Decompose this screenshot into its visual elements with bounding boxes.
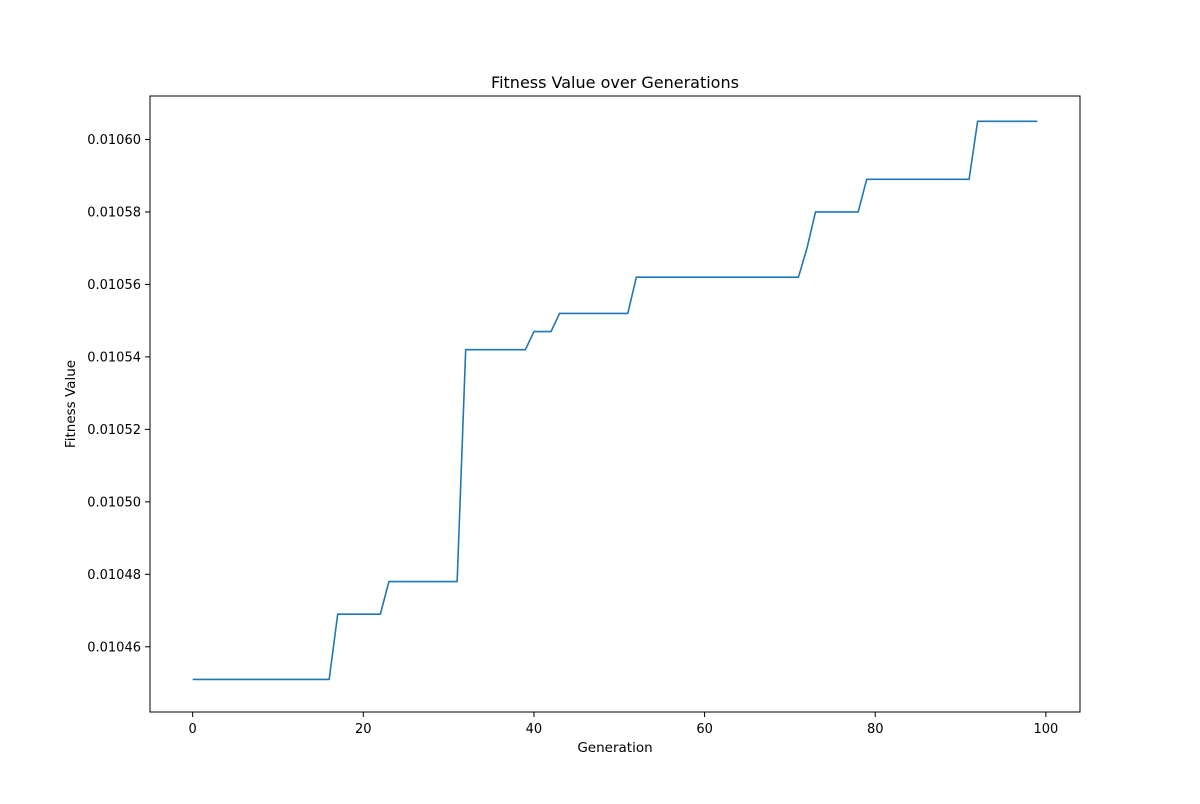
x-tick-label: 20 bbox=[355, 722, 372, 737]
plot-area-frame bbox=[149, 95, 1081, 713]
x-tick-label: 40 bbox=[526, 722, 543, 737]
y-tick-label: 0.01050 bbox=[87, 495, 141, 510]
y-tick-label: 0.01048 bbox=[87, 568, 141, 583]
x-axis-ticks: 0 20 40 60 80 100 bbox=[189, 712, 1058, 737]
y-tick-label: 0.01056 bbox=[87, 278, 141, 293]
x-tick-label: 100 bbox=[1033, 722, 1058, 737]
chart-title: Fitness Value over Generations bbox=[491, 73, 739, 92]
y-axis-label: Fitness Value bbox=[63, 360, 79, 448]
x-tick-label: 0 bbox=[189, 722, 197, 737]
y-tick-label: 0.01052 bbox=[87, 423, 141, 438]
x-tick-label: 60 bbox=[696, 722, 713, 737]
fitness-series-line bbox=[192, 120, 1038, 681]
y-axis-ticks: 0.01046 0.01048 0.01050 0.01052 0.01054 0.010… bbox=[87, 133, 150, 655]
x-axis-label: Generation bbox=[577, 740, 652, 756]
y-tick-label: 0.01046 bbox=[87, 640, 141, 655]
y-tick-label: 0.01054 bbox=[87, 350, 141, 365]
y-tick-label: 0.01058 bbox=[87, 205, 141, 220]
y-tick-label: 0.01060 bbox=[87, 133, 141, 148]
x-tick-label: 80 bbox=[867, 722, 884, 737]
